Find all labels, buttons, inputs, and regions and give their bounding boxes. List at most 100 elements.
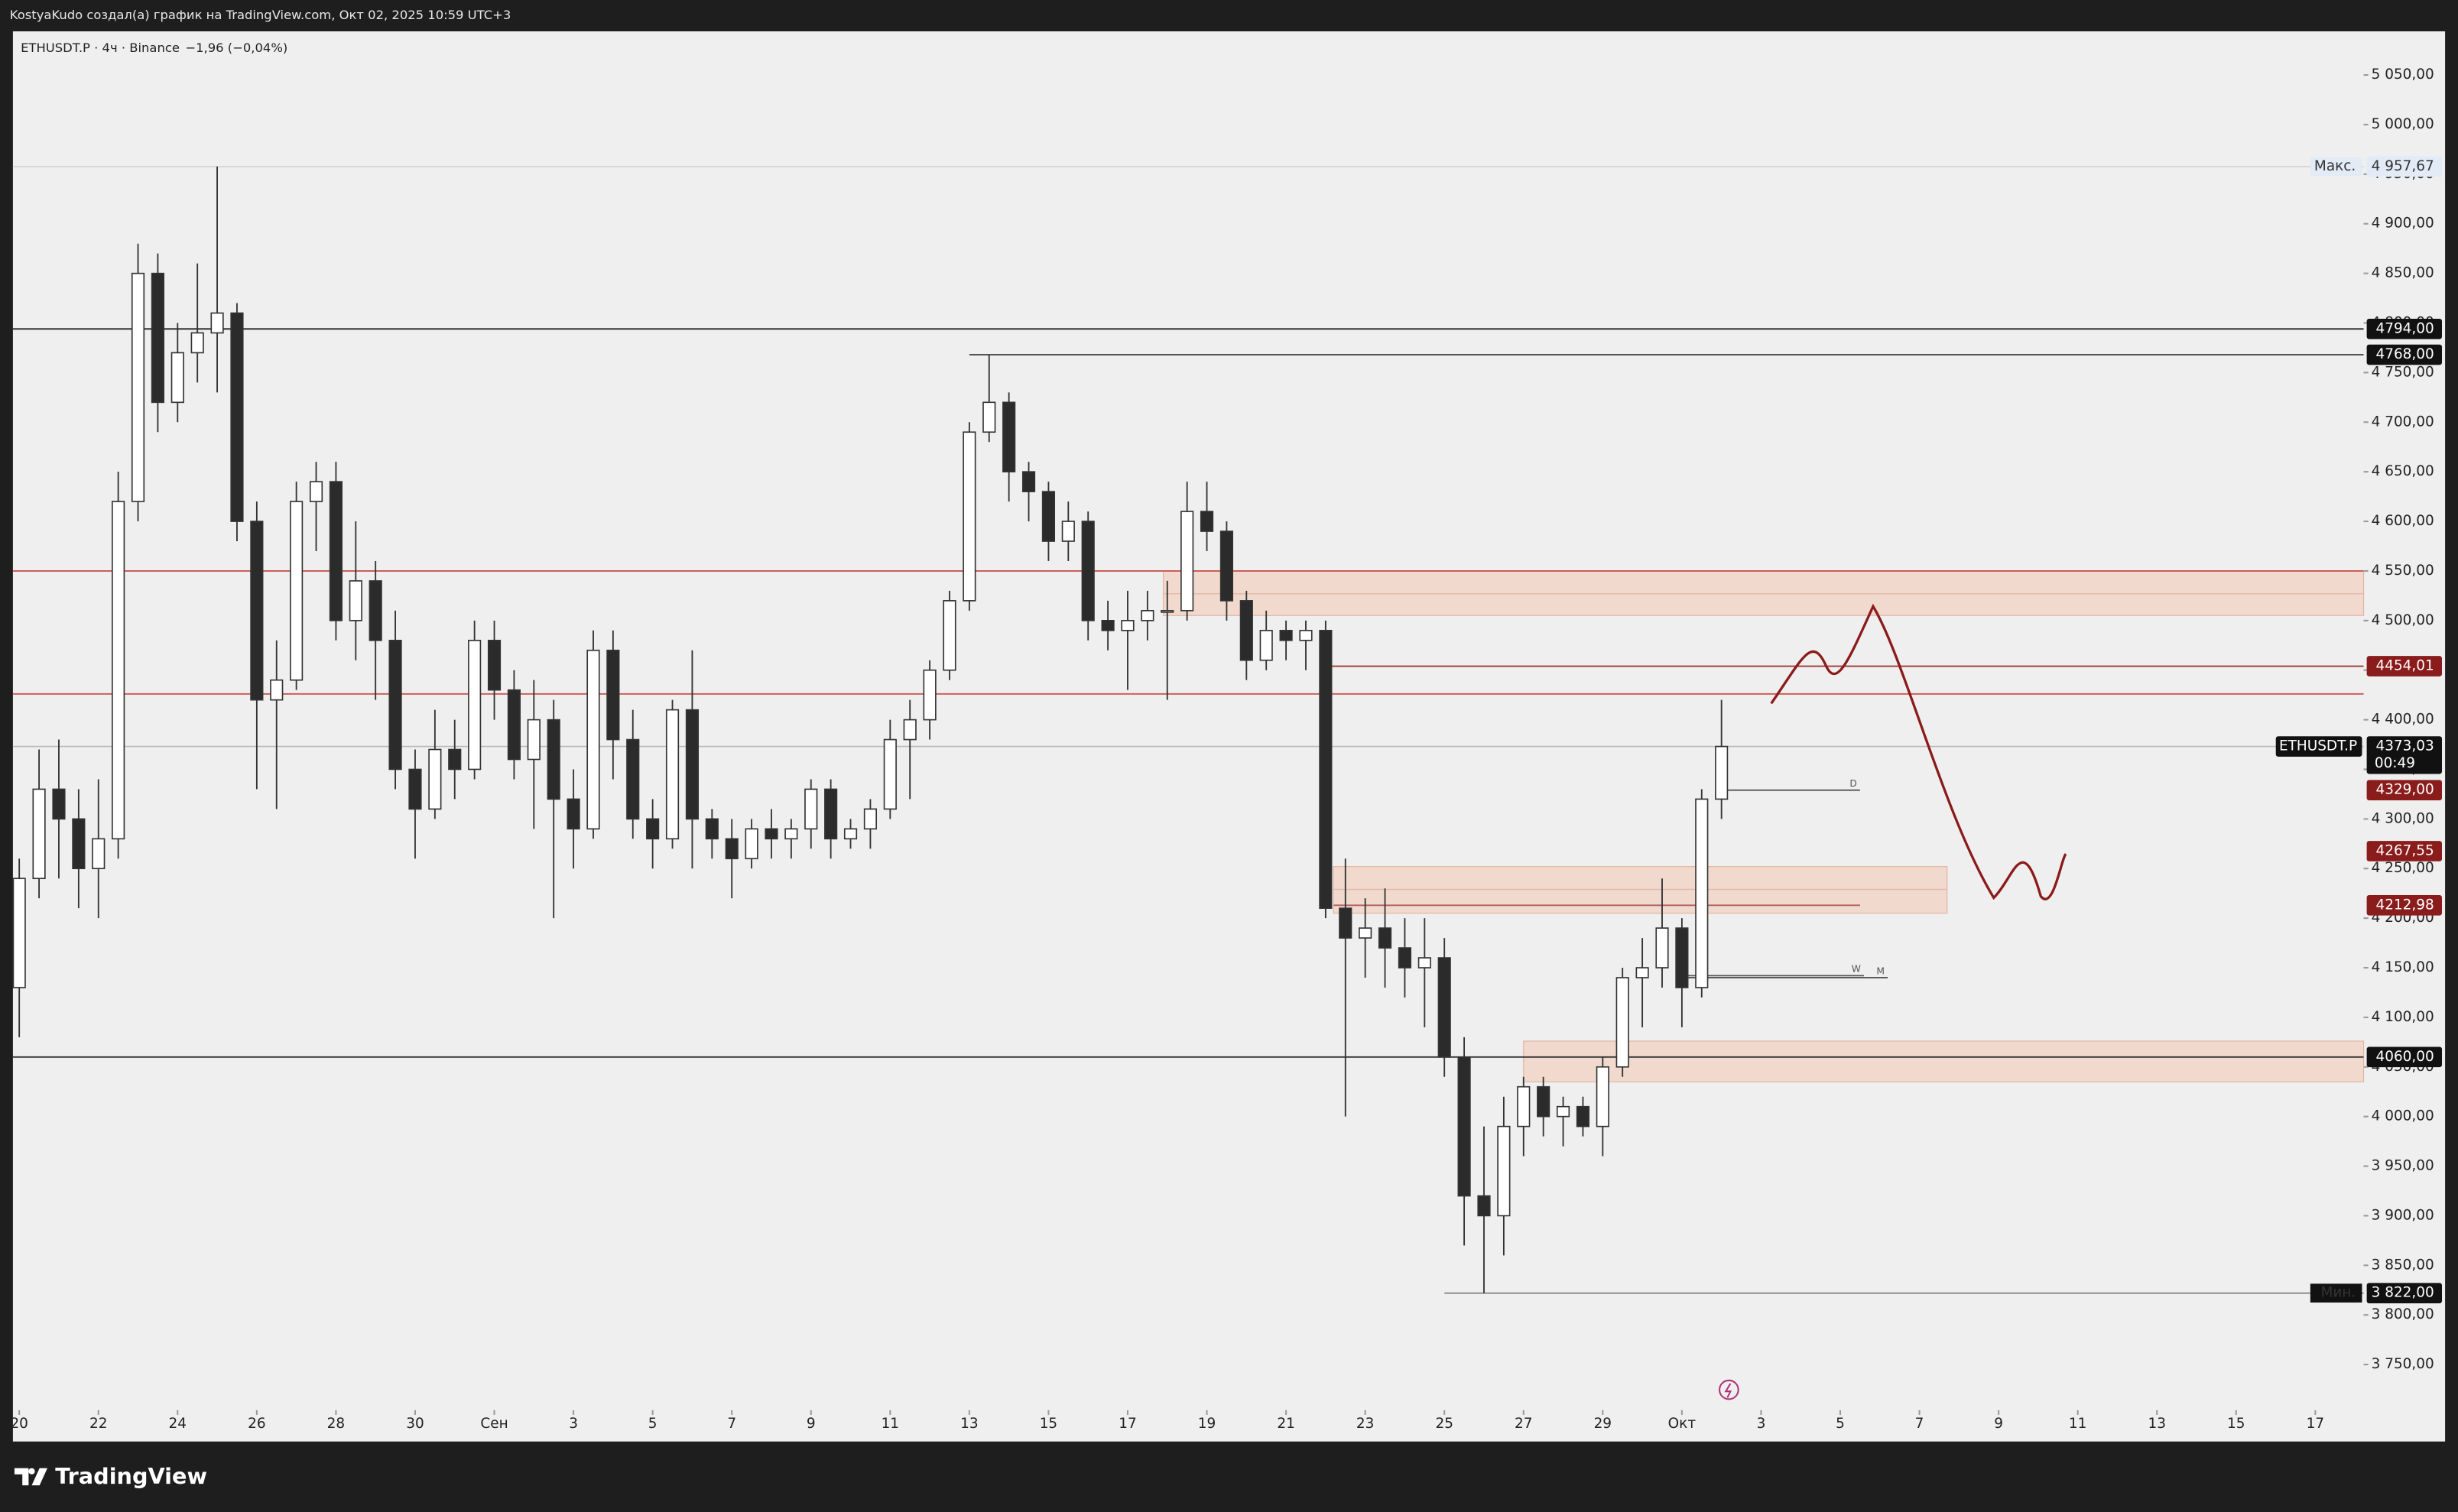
y-tick-label: 3 800,00 xyxy=(2372,1306,2434,1322)
candle-body xyxy=(290,501,304,681)
candle-body xyxy=(883,738,897,810)
x-tick-label: 17 xyxy=(2307,1416,2324,1432)
candle-body xyxy=(1477,1195,1491,1217)
candle-body xyxy=(507,689,521,761)
x-tick-label: 27 xyxy=(1515,1416,1532,1432)
candle-body xyxy=(1457,1056,1471,1197)
last-price-name: ETHUSDT.P xyxy=(2279,738,2357,754)
candle-body xyxy=(92,838,106,870)
candle-body xyxy=(903,719,917,741)
y-tick-label: 4 650,00 xyxy=(2372,463,2434,479)
candle-body xyxy=(408,768,422,810)
candle-body xyxy=(1041,491,1056,542)
candle-body xyxy=(487,639,502,691)
y-tick-label: 3 850,00 xyxy=(2372,1257,2434,1273)
y-tick-label: 4 100,00 xyxy=(2372,1009,2434,1025)
y-tick-label: 5 000,00 xyxy=(2372,116,2434,132)
x-tick-label: 7 xyxy=(727,1416,736,1432)
y-tick-label: 4 300,00 xyxy=(2372,810,2434,826)
candle-body xyxy=(824,788,838,840)
candle-body xyxy=(567,798,580,830)
candle-body xyxy=(12,878,26,988)
candle-body xyxy=(1576,1105,1590,1128)
candle-body xyxy=(1121,619,1135,631)
x-tick-label: 23 xyxy=(1356,1416,1374,1432)
price-label: 4794,00 xyxy=(2376,320,2434,336)
candle-body xyxy=(705,818,719,840)
y-tick-label: 4 900,00 xyxy=(2372,216,2434,232)
x-tick-label: 30 xyxy=(406,1416,424,1432)
logo-dot xyxy=(28,1468,35,1475)
level-name: Мин. xyxy=(2320,1285,2356,1301)
candle-body xyxy=(1219,530,1234,602)
y-tick-label: 4 400,00 xyxy=(2372,712,2434,728)
candle-body xyxy=(1299,629,1313,641)
candle-body xyxy=(1259,629,1273,661)
x-tick-label: 15 xyxy=(1040,1416,1057,1432)
zone xyxy=(1333,866,1948,914)
candle-body xyxy=(468,639,482,771)
candle-body xyxy=(725,838,739,860)
candle-body xyxy=(1021,471,1036,492)
x-tick-label: 9 xyxy=(1994,1416,2003,1432)
candle-body xyxy=(112,501,125,840)
x-tick-label: 22 xyxy=(89,1416,107,1432)
level-tag: D xyxy=(1849,778,1856,789)
candle-body xyxy=(32,788,46,880)
candle-body xyxy=(349,580,362,621)
price-label-box xyxy=(2366,656,2442,677)
x-tick-label: 13 xyxy=(960,1416,978,1432)
candle-body xyxy=(527,719,541,761)
x-tick-label: 3 xyxy=(1757,1416,1766,1432)
price-label-box xyxy=(2366,156,2442,177)
forecast-drawing xyxy=(1770,603,2067,900)
candle-body xyxy=(863,808,878,830)
price-label: 4 957,67 xyxy=(2372,158,2434,174)
candle-body xyxy=(1715,745,1729,800)
price-label-box xyxy=(2366,894,2442,916)
candle-body xyxy=(190,332,204,354)
candle-body xyxy=(210,312,224,334)
candle-body xyxy=(804,788,818,830)
price-label: 4212,98 xyxy=(2376,897,2434,913)
candle-body xyxy=(606,649,620,741)
candle-body xyxy=(1339,907,1352,939)
candle-body xyxy=(665,709,680,840)
price-change: −1,96 (−0,04%) xyxy=(185,41,287,55)
level-name-box xyxy=(2310,1283,2362,1303)
candle-body xyxy=(1319,629,1333,909)
price-label: 4267,55 xyxy=(2376,842,2434,858)
candle-body xyxy=(1200,511,1214,532)
candle-body xyxy=(1675,927,1689,988)
y-tick-label: 5 050,00 xyxy=(2372,67,2434,83)
alert-circle xyxy=(1719,1379,1739,1400)
x-tick-label: 11 xyxy=(882,1416,899,1432)
candle-body xyxy=(1101,619,1115,631)
plot: 3 750,00 3 800,00 3 850,00 3 900,00 3 950,00… xyxy=(10,67,2442,1432)
level-tag: W xyxy=(1852,964,1861,975)
last-price-box xyxy=(2366,736,2442,774)
candle-body xyxy=(586,649,600,830)
x-tick-label: 28 xyxy=(327,1416,345,1432)
brand: TradingView xyxy=(55,1463,207,1489)
y-tick-label: 4 750,00 xyxy=(2372,364,2434,380)
candle-body xyxy=(745,828,758,860)
candle-body xyxy=(1417,957,1431,969)
candle-body xyxy=(943,600,956,671)
x-tick-label: 3 xyxy=(569,1416,578,1432)
candle-body xyxy=(1239,600,1253,661)
candle-body xyxy=(1141,610,1154,621)
candle-body xyxy=(270,679,284,701)
candle-body xyxy=(52,788,66,820)
price-label: 4329,00 xyxy=(2376,782,2434,798)
candle-body xyxy=(1279,629,1293,641)
candle-body xyxy=(1635,967,1649,978)
candle-body xyxy=(1695,798,1709,988)
x-tick-label: 20 xyxy=(10,1416,28,1432)
candle-body xyxy=(1655,927,1669,969)
candle-body xyxy=(784,828,798,840)
last-price-name-box xyxy=(2275,736,2362,757)
price-label-box xyxy=(2366,780,2442,801)
candle-body xyxy=(1556,1105,1570,1118)
